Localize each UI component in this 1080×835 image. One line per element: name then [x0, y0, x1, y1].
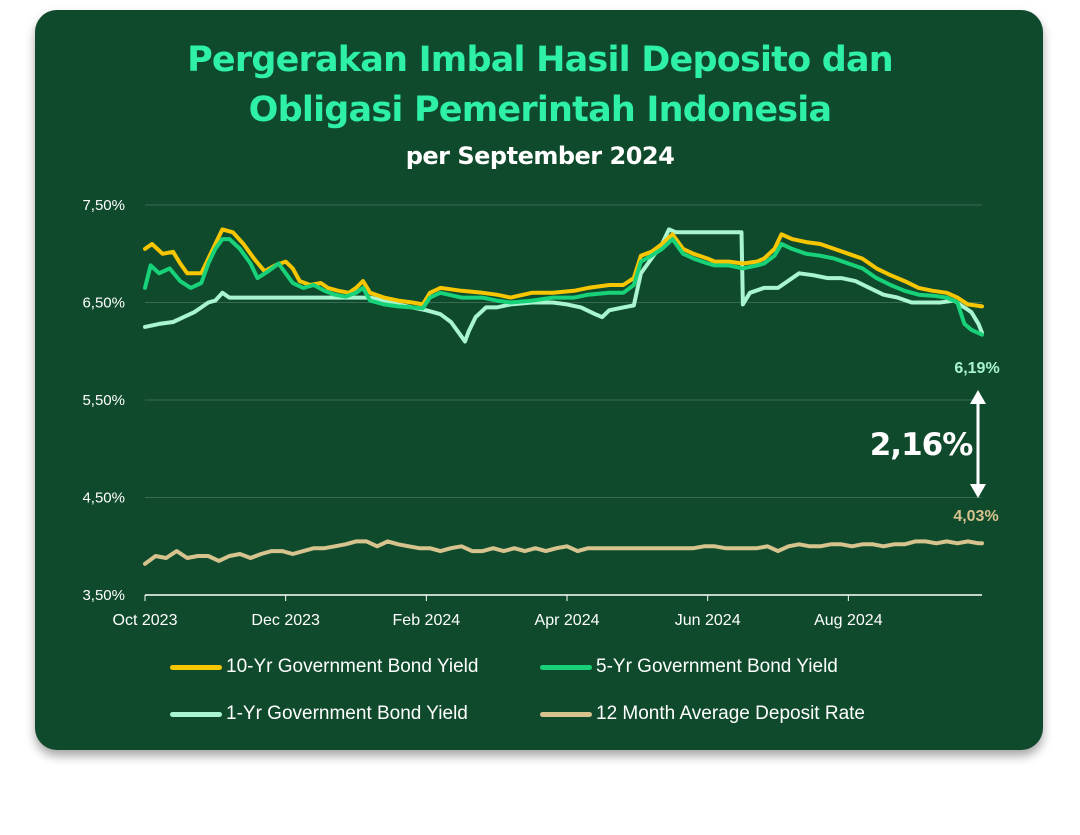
spread-label: 2,16% [870, 427, 973, 463]
legend-swatch-10yr [170, 664, 222, 670]
legend-swatch-1yr [170, 711, 222, 717]
y-tick-label: 5,50% [82, 392, 125, 409]
legend-label-10yr: 10-Yr Government Bond Yield [226, 656, 479, 677]
legend-item-deposit: 12 Month Average Deposit Rate [540, 703, 865, 725]
y-tick-label: 7,50% [82, 197, 125, 214]
y-tick-label: 3,50% [82, 587, 125, 604]
chart-title-line1: Pergerakan Imbal Hasil Deposito dan [187, 40, 894, 80]
x-tick-label: Jun 2024 [675, 612, 741, 629]
x-tick-label: Feb 2024 [393, 612, 461, 629]
x-tick-label: Dec 2023 [251, 612, 320, 629]
end-deposit-label: 4,03% [953, 508, 998, 525]
legend-swatch-deposit [540, 711, 592, 717]
chart-title-line2: Obligasi Pemerintah Indonesia [248, 90, 832, 130]
legend-label-5yr: 5-Yr Government Bond Yield [596, 656, 838, 677]
x-tick-label: Aug 2024 [814, 612, 883, 629]
end-1yr-label: 6,19% [954, 360, 999, 377]
spread-arrow-down-head [970, 484, 986, 498]
y-axis-ticks: 7,50% 6,50% 5,50% 4,50% 3,50% [82, 197, 125, 604]
chart-subtitle: per September 2024 [405, 142, 675, 170]
series-lines [143, 227, 984, 566]
x-tick-label: Apr 2024 [535, 612, 600, 629]
legend-item-10yr: 10-Yr Government Bond Yield [170, 656, 478, 678]
series-line-10yr [143, 227, 984, 309]
x-tick-label: Oct 2023 [113, 612, 178, 629]
x-axis-ticks: Oct 2023 Dec 2023 Feb 2024 Apr 2024 Jun 2024… [113, 595, 883, 629]
legend-label-deposit: 12 Month Average Deposit Rate [596, 703, 865, 724]
gridlines [145, 204, 982, 596]
chart-card [35, 10, 1043, 750]
legend-label-1yr: 1-Yr Government Bond Yield [226, 703, 468, 724]
legend-item-5yr: 5-Yr Government Bond Yield [540, 656, 838, 678]
series-line-1yr [143, 227, 984, 344]
legend-item-1yr: 1-Yr Government Bond Yield [170, 703, 468, 725]
annotations: 6,19% 4,03% 2,16% [870, 360, 1000, 525]
spread-arrow-up-head [970, 390, 986, 404]
legend-swatch-5yr [540, 664, 592, 670]
y-tick-label: 6,50% [82, 295, 125, 312]
series-line-5yr [143, 237, 984, 337]
series-line-deposit [143, 539, 984, 566]
y-tick-label: 4,50% [82, 490, 125, 507]
